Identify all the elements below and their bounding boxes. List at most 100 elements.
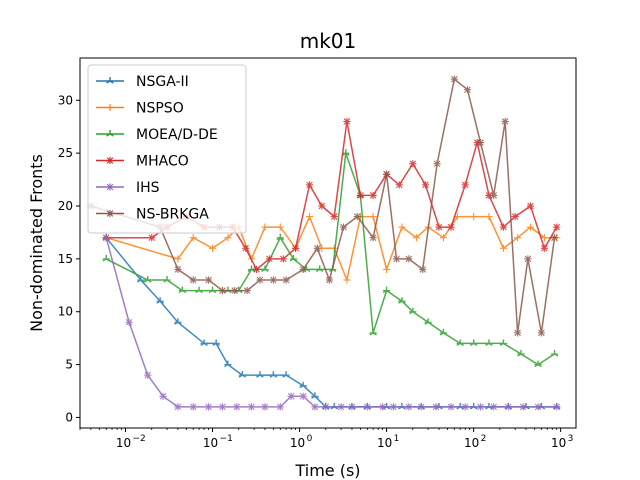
data-point-moea-d-de <box>439 328 448 336</box>
data-point-nsga-ii <box>224 360 232 368</box>
data-point-ihs <box>490 403 498 411</box>
data-point-ihs <box>379 403 387 411</box>
data-point-ihs <box>287 392 295 400</box>
data-point-nspso <box>369 212 377 221</box>
plot-frame <box>79 57 577 429</box>
data-point-mhaco <box>343 117 351 126</box>
x-tick-label: 10 <box>551 436 566 450</box>
legend-item-mhaco: MHACO <box>96 154 189 170</box>
data-point-ihs <box>233 403 241 411</box>
x-tick-label: 10 <box>203 436 218 450</box>
y-axis-label: Non-dominated Fronts <box>27 154 46 332</box>
data-point-ihs <box>553 403 561 411</box>
data-point-ihs <box>476 403 485 411</box>
data-point-ns-brkga <box>550 234 559 242</box>
data-point-nspso <box>208 244 217 252</box>
data-point-moea-d-de <box>424 318 432 325</box>
data-point-mhaco <box>511 212 519 221</box>
data-point-moea-d-de <box>534 360 542 368</box>
legend-label: NSGA-II <box>136 74 189 90</box>
data-point-ns-brkga <box>463 86 472 94</box>
chart-title: mk01 <box>300 29 357 53</box>
data-point-moea-d-de <box>178 286 187 294</box>
legend-label: MHACO <box>136 154 189 170</box>
data-point-ihs <box>247 403 256 411</box>
data-point-nsga-ii <box>212 339 220 347</box>
x-tick-exponent: 1 <box>394 434 400 444</box>
data-point-ns-brkga <box>405 255 413 263</box>
y-tick-label: 0 <box>65 410 73 424</box>
data-point-moea-d-de <box>456 339 464 347</box>
data-point-ihs <box>363 403 371 411</box>
data-point-ns-brkga <box>392 255 401 263</box>
legend-marker <box>106 130 114 137</box>
data-point-moea-d-de <box>517 350 525 357</box>
data-point-ns-brkga <box>476 138 485 147</box>
data-point-moea-d-de <box>409 307 417 315</box>
data-point-nspso <box>398 223 406 231</box>
data-point-ns-brkga <box>383 170 391 178</box>
data-point-ns-brkga <box>269 276 277 284</box>
legend-label: IHS <box>136 180 160 196</box>
data-point-nsga-ii <box>174 318 182 325</box>
data-point-nsga-ii <box>238 371 247 378</box>
x-tick-exponent: −1 <box>220 434 233 444</box>
data-point-moea-d-de <box>398 297 406 304</box>
data-point-ihs <box>102 234 110 242</box>
data-point-ns-brkga <box>325 276 333 284</box>
data-point-ns-brkga <box>299 265 307 274</box>
x-tick-exponent: 2 <box>481 434 487 444</box>
legend-marker <box>106 183 114 191</box>
data-point-ns-brkga <box>243 286 251 295</box>
legend-item-moea-d-de: MOEA/D-DE <box>96 127 218 143</box>
data-point-moea-d-de <box>102 254 110 262</box>
data-point-ihs <box>125 318 133 326</box>
data-point-mhaco <box>252 265 261 274</box>
data-point-mhaco <box>409 160 417 168</box>
data-point-moea-d-de <box>485 339 493 347</box>
legend-marker <box>106 156 114 165</box>
data-point-ihs <box>189 403 197 411</box>
data-point-nspso <box>412 234 421 242</box>
data-point-ns-brkga <box>450 75 458 83</box>
x-axis-label: Time (s) <box>294 461 360 480</box>
data-point-nsga-ii <box>282 371 290 378</box>
y-tick-label: 20 <box>58 199 73 213</box>
data-point-ihs <box>534 403 542 411</box>
data-point-nspso <box>261 223 269 231</box>
data-point-ns-brkga <box>537 329 545 337</box>
data-point-nsga-ii <box>156 297 164 304</box>
data-point-ns-brkga <box>231 286 239 295</box>
data-point-ihs <box>144 371 152 379</box>
legend-marker <box>106 77 114 84</box>
data-point-moea-d-de <box>315 265 324 273</box>
data-point-ihs <box>417 403 425 411</box>
data-point-ns-brkga <box>524 255 532 263</box>
data-point-mhaco <box>291 244 300 252</box>
legend-item-nsga-ii: NSGA-II <box>96 74 189 90</box>
data-point-moea-d-de <box>289 254 298 262</box>
data-point-ns-brkga <box>514 329 522 337</box>
data-point-ihs <box>322 403 330 411</box>
data-point-mhaco <box>369 191 377 200</box>
data-point-moea-d-de <box>195 286 203 294</box>
data-point-nsga-ii <box>299 381 307 389</box>
data-point-moea-d-de <box>499 339 508 347</box>
series-layer <box>87 75 561 411</box>
data-point-ihs <box>432 403 440 411</box>
data-point-mhaco <box>499 223 508 231</box>
data-point-ihs <box>389 403 398 411</box>
data-point-moea-d-de <box>276 233 285 241</box>
x-tick-label: 10 <box>116 436 131 450</box>
data-point-moea-d-de <box>550 350 559 357</box>
data-point-ihs <box>174 403 182 411</box>
data-point-ihs <box>461 403 469 411</box>
data-point-mhaco <box>330 212 338 221</box>
data-point-ns-brkga <box>369 234 377 242</box>
data-point-mhaco <box>395 181 403 189</box>
data-point-nsga-ii <box>269 371 278 378</box>
legend-label: NS-BRKGA <box>136 207 209 223</box>
legend-item-nspso: NSPSO <box>96 101 184 117</box>
data-point-moea-d-de <box>208 286 217 294</box>
